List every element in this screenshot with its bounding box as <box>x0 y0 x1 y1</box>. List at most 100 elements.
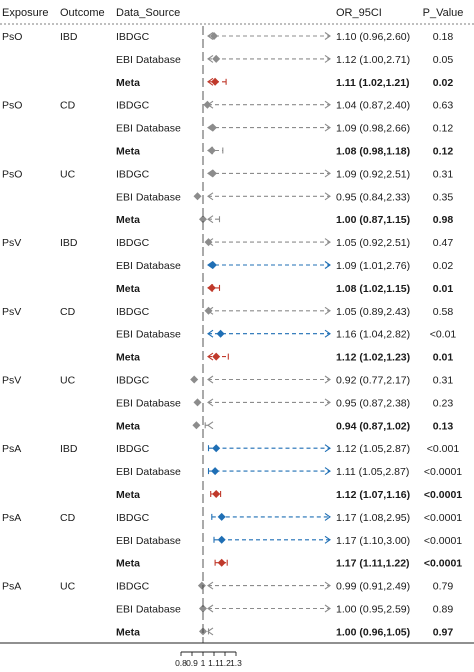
table-row: Meta 1.12 (1.07,1.16) <0.0001 <box>116 489 462 501</box>
row-or-ci: 1.11 (1.02,1.21) <box>336 77 410 89</box>
row-or-ci: 0.94 (0.87,1.02) <box>336 420 410 432</box>
row-p-value: 0.31 <box>433 375 454 387</box>
table-row: PsV IBD IBDGC 1.05 (0.92,2.51) 0.47 <box>2 237 453 249</box>
row-exposure: PsO <box>2 168 22 180</box>
estimate-mark <box>213 535 331 544</box>
row-data-source: EBI Database <box>116 397 181 409</box>
estimate-mark <box>192 421 214 430</box>
ci-arrow-left <box>207 192 214 201</box>
row-data-source: Meta <box>116 626 140 638</box>
row-or-ci: 1.12 (1.02,1.23) <box>336 352 410 364</box>
estimate-mark <box>207 169 331 178</box>
point-estimate <box>192 421 201 430</box>
estimate-mark <box>199 627 214 636</box>
row-exposure: PsV <box>2 306 21 318</box>
row-data-source: Meta <box>116 283 140 295</box>
row-outcome: IBD <box>60 443 78 455</box>
row-data-source: Meta <box>116 77 140 89</box>
table-row: PsA CD IBDGC 1.17 (1.08,2.95) <0.0001 <box>2 512 462 524</box>
ci-arrow-right <box>324 375 331 384</box>
ci-arrow-left <box>207 77 214 86</box>
table-row: Meta 1.11 (1.02,1.21) 0.02 <box>116 77 453 89</box>
table-row: PsA UC IBDGC 0.99 (0.91,2.49) 0.79 <box>2 581 453 593</box>
table-row: Meta 1.17 (1.11,1.22) <0.0001 <box>116 558 462 570</box>
ci-arrow-right <box>324 238 331 247</box>
point-estimate <box>211 77 220 86</box>
point-estimate <box>217 512 226 521</box>
row-p-value: 0.79 <box>433 581 454 593</box>
row-or-ci: 1.17 (1.11,1.22) <box>336 558 410 570</box>
x-tick-label: 1.3 <box>230 658 242 668</box>
row-data-source: Meta <box>116 214 140 226</box>
row-or-ci: 0.99 (0.91,2.49) <box>336 581 410 593</box>
table-row: EBI Database 0.95 (0.87,2.38) 0.23 <box>116 397 453 409</box>
plot-area <box>190 26 331 643</box>
row-or-ci: 0.92 (0.77,2.17) <box>336 375 410 387</box>
table-row: PsV CD IBDGC 1.05 (0.89,2.43) 0.58 <box>2 306 453 318</box>
ci-arrow-right <box>324 581 331 590</box>
row-exposure: PsO <box>2 31 22 43</box>
row-exposure: PsV <box>2 375 21 387</box>
row-p-value: <0.0001 <box>424 466 462 478</box>
x-tick-label: 1.1 <box>208 658 220 668</box>
table-row: PsA IBD IBDGC 1.12 (1.05,2.87) <0.001 <box>2 443 459 455</box>
point-estimate <box>193 192 202 201</box>
estimate-mark <box>193 398 331 407</box>
ci-arrow-right <box>324 169 331 178</box>
point-estimate <box>212 352 221 361</box>
row-or-ci: 1.04 (0.87,2.40) <box>336 100 410 112</box>
ci-arrow-right <box>324 604 331 613</box>
row-p-value: 0.12 <box>433 146 454 158</box>
point-estimate <box>208 123 217 132</box>
row-data-source: IBDGC <box>116 512 150 524</box>
table-row: EBI Database 1.16 (1.04,2.82) <0.01 <box>116 329 456 341</box>
point-estimate <box>212 54 221 63</box>
point-estimate <box>217 535 226 544</box>
row-data-source: EBI Database <box>116 54 181 66</box>
row-outcome: CD <box>60 306 76 318</box>
row-p-value: 0.35 <box>433 191 454 203</box>
table-row: EBI Database 1.11 (1.05,2.87) <0.0001 <box>116 466 462 478</box>
row-outcome: CD <box>60 100 76 112</box>
estimate-mark <box>190 375 331 384</box>
estimate-mark <box>204 306 331 315</box>
point-estimate <box>212 444 221 453</box>
ci-arrow-right <box>324 32 331 40</box>
row-data-source: EBI Database <box>116 260 181 272</box>
ci-arrow-left <box>207 627 214 636</box>
row-data-source: EBI Database <box>116 123 181 135</box>
ci-arrow-right <box>324 512 331 521</box>
table-row: PsO CD IBDGC 1.04 (0.87,2.40) 0.63 <box>2 100 453 112</box>
row-or-ci: 1.05 (0.89,2.43) <box>336 306 410 318</box>
row-or-ci: 1.00 (0.95,2.59) <box>336 604 410 616</box>
x-tick-label: 1.2 <box>219 658 231 668</box>
row-or-ci: 1.00 (0.87,1.15) <box>336 214 410 226</box>
ci-arrow-left <box>207 604 214 613</box>
row-or-ci: 1.16 (1.04,2.82) <box>336 329 410 341</box>
estimate-mark <box>199 604 331 613</box>
estimate-mark <box>207 77 227 86</box>
estimate-mark <box>207 146 224 155</box>
row-exposure: PsV <box>2 237 21 249</box>
point-estimate <box>199 215 207 224</box>
point-estimate <box>199 604 207 613</box>
row-or-ci: 0.95 (0.87,2.38) <box>336 397 410 409</box>
row-p-value: 0.05 <box>433 54 454 66</box>
row-p-value: 0.01 <box>433 352 454 364</box>
ci-arrow-left <box>207 581 214 590</box>
header-exposure: Exposure <box>2 7 48 19</box>
table-row: Meta 0.94 (0.87,1.02) 0.13 <box>116 420 453 432</box>
table-row: PsV UC IBDGC 0.92 (0.77,2.17) 0.31 <box>2 375 453 387</box>
row-or-ci: 1.09 (0.92,2.51) <box>336 168 410 180</box>
row-p-value: <0.0001 <box>424 489 462 501</box>
row-p-value: 0.97 <box>433 626 454 638</box>
table-row: Meta 1.00 (0.87,1.15) 0.98 <box>116 214 453 226</box>
header-outcome: Outcome <box>60 7 105 19</box>
x-tick-label: 0.9 <box>186 658 198 668</box>
row-data-source: EBI Database <box>116 604 181 616</box>
point-estimate <box>207 146 216 155</box>
row-outcome: UC <box>60 168 76 180</box>
row-p-value: <0.0001 <box>424 558 462 570</box>
point-estimate <box>204 306 213 315</box>
table-row: EBI Database 1.09 (0.98,2.66) 0.12 <box>116 123 453 135</box>
